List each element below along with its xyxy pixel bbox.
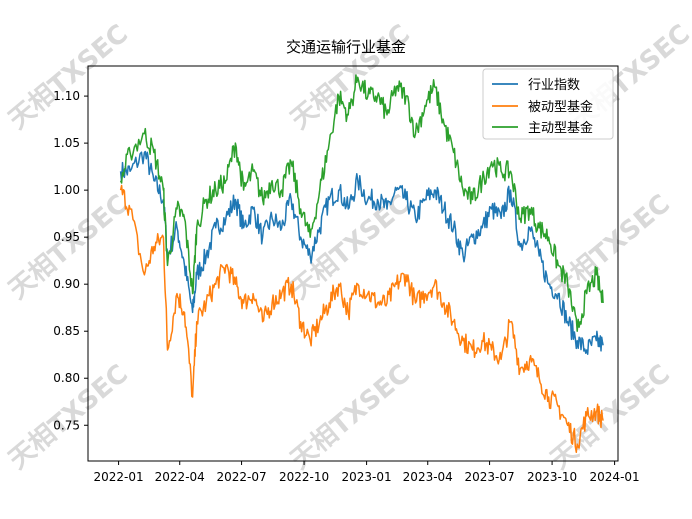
series-layer — [119, 74, 604, 454]
x-tick-label: 2024-01 — [590, 470, 640, 484]
series-line-active-fund — [119, 74, 604, 332]
y-tick-label: 0.75 — [53, 418, 80, 432]
legend-box — [482, 68, 614, 140]
chart-title: 交通运输行业基金 — [286, 38, 406, 56]
y-tick-label: 1.05 — [53, 136, 80, 150]
y-tick-label: 0.85 — [53, 324, 80, 338]
legend-label-industry-index: 行业指数 — [528, 78, 580, 93]
series-line-passive-fund — [119, 184, 604, 454]
x-tick-label: 2022-04 — [155, 470, 205, 484]
series-line-industry-index — [119, 150, 604, 355]
axes-layer: 0.75 0.80 0.85 0.90 0.95 1.00 1.05 1.10 2022-01 2… — [53, 65, 640, 484]
y-tick-label: 0.90 — [53, 277, 80, 291]
x-tick-label: 2022-01 — [94, 470, 144, 484]
x-tick-label: 2023-01 — [342, 470, 392, 484]
legend-label-active-fund: 主动型基金 — [528, 120, 593, 136]
x-tick-label: 2023-07 — [465, 470, 515, 484]
y-tick-label: 1.00 — [53, 183, 80, 197]
y-tick-label: 0.80 — [53, 371, 80, 385]
x-tick-label: 2022-07 — [216, 470, 266, 484]
plot-frame — [87, 65, 619, 462]
x-tick-label: 2022-10 — [279, 470, 329, 484]
legend-label-passive-fund: 被动型基金 — [528, 99, 593, 115]
legend: 行业指数 被动型基金 主动型基金 — [482, 68, 614, 140]
y-tick-label: 0.95 — [53, 230, 80, 244]
x-tick-label: 2023-04 — [403, 470, 453, 484]
x-tick-label: 2023-10 — [527, 470, 577, 484]
y-tick-label: 1.10 — [53, 89, 80, 103]
